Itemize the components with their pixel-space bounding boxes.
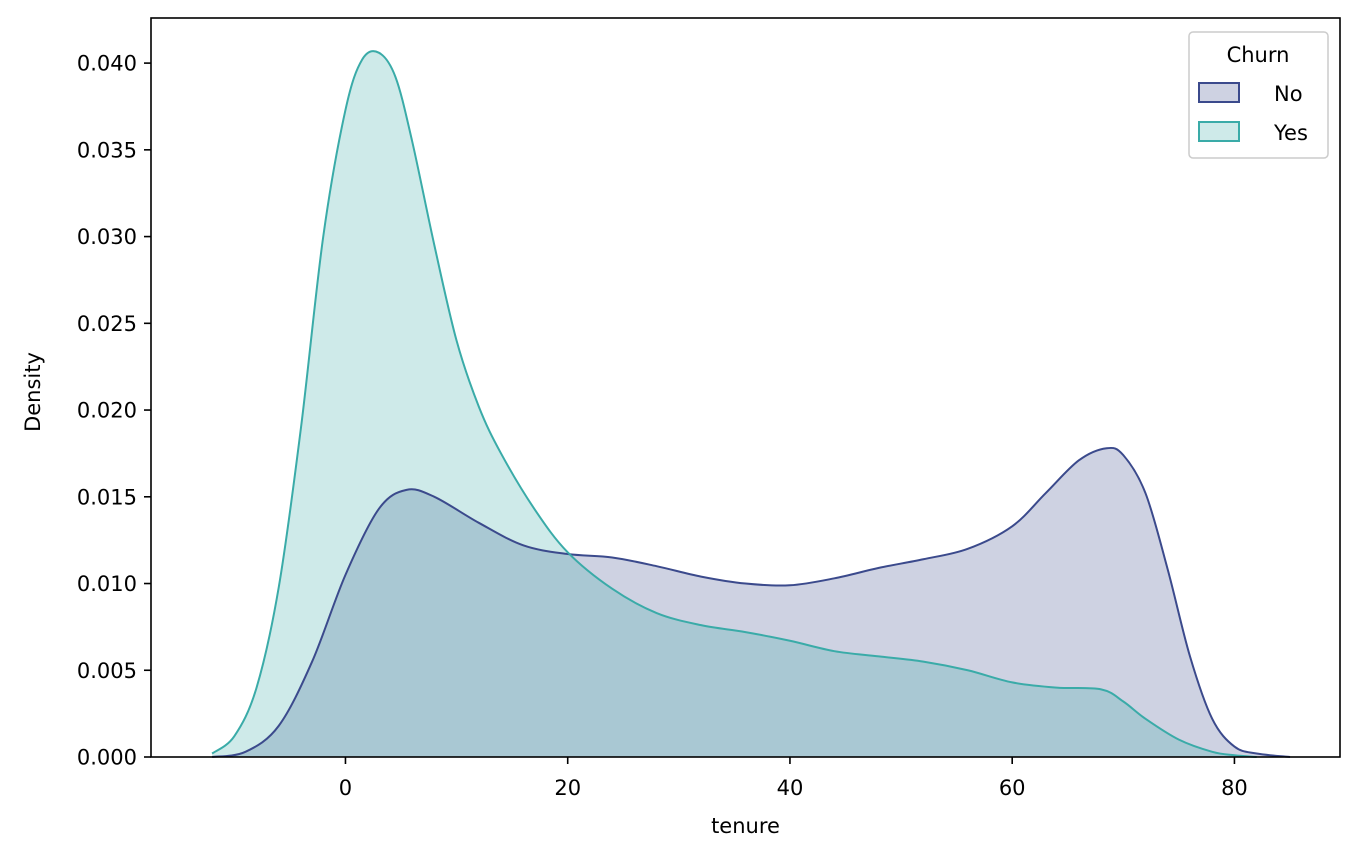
y-tick-label: 0.035	[77, 138, 137, 162]
plot-frame	[150, 17, 1341, 758]
y-tick-label: 0.010	[77, 572, 137, 596]
x-tick-label: 80	[1221, 776, 1248, 800]
plot-areas	[211, 50, 1291, 758]
y-axis-label: Density	[21, 352, 45, 432]
density-fill-yes	[212, 51, 1257, 758]
legend: Churn No Yes	[1188, 31, 1329, 159]
x-tick-label: 20	[554, 776, 581, 800]
legend-label-yes: Yes	[1273, 121, 1308, 145]
x-tick-label: 60	[999, 776, 1026, 800]
density-line-no	[211, 446, 1291, 758]
legend-box	[1188, 31, 1329, 159]
y-tick-label: 0.015	[77, 485, 137, 509]
y-tick-label: 0.030	[77, 225, 137, 249]
y-tick-label: 0.025	[77, 312, 137, 336]
y-tick-label: 0.020	[77, 399, 137, 423]
x-axis-label: tenure	[711, 814, 780, 838]
y-tick-label: 0.040	[77, 52, 137, 76]
legend-swatch-yes	[1198, 121, 1240, 142]
y-axis-ticks: 0.000 0.005 0.010 0.015 0.020 0.025 0.030 0.035…	[77, 52, 151, 770]
legend-label-no: No	[1274, 82, 1303, 106]
x-axis-ticks: 0 20 40 60 80	[339, 757, 1248, 800]
y-tick-label: 0.000	[77, 746, 137, 770]
density-line-yes	[211, 50, 1257, 758]
legend-title: Churn	[1227, 43, 1290, 67]
legend-swatch-no	[1198, 82, 1240, 103]
x-tick-label: 40	[777, 776, 804, 800]
x-tick-label: 0	[339, 776, 352, 800]
y-tick-label: 0.005	[77, 659, 137, 683]
